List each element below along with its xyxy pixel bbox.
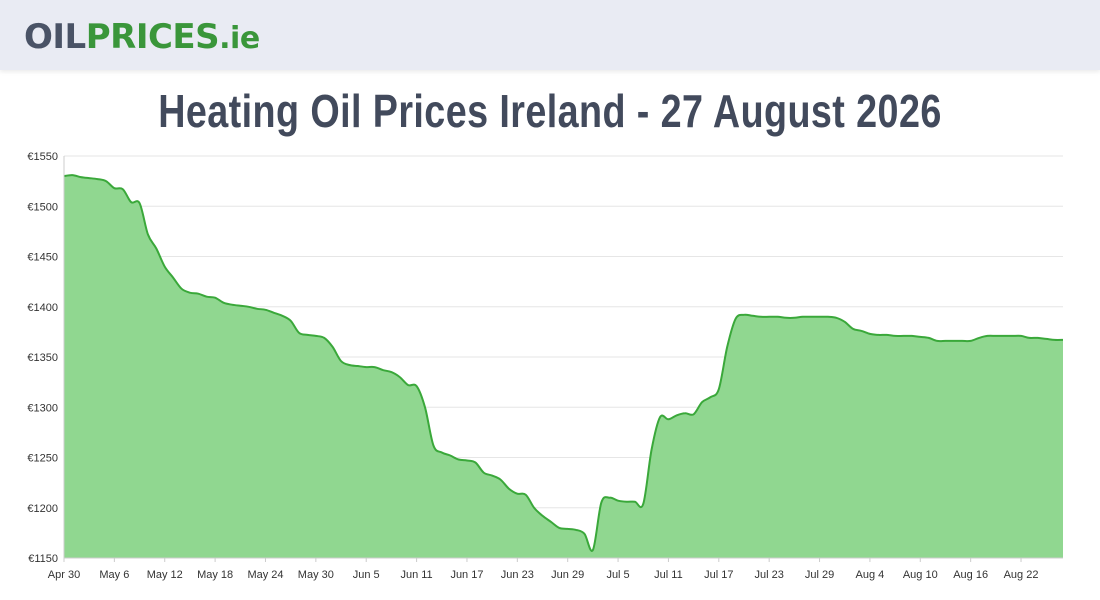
x-tick-label: Jul 23 [754,569,783,581]
x-tick-label: Jul 29 [805,569,834,581]
x-tick-label: Jun 23 [501,569,534,581]
price-line [63,174,1064,552]
x-tick-label: Jun 17 [450,569,483,581]
y-tick-label: €1200 [27,503,58,515]
area-series [63,174,1064,558]
x-tick-label: Jul 11 [654,569,683,581]
x-tick-label: Jun 29 [551,569,584,581]
y-tick-label: €1250 [27,453,58,465]
x-tick-label: May 12 [147,569,183,581]
x-tick-label: Jun 11 [400,569,432,581]
y-tick-label: €1500 [27,201,58,213]
x-tick-label: May 18 [197,569,233,581]
price-area-fill [64,175,1063,558]
x-tick-label: Jun 5 [353,569,380,581]
header-bar: OILPRICES.ie [0,0,1100,70]
logo-oil-text: OIL [24,17,86,57]
x-tick-label: Aug 22 [1004,569,1039,581]
x-axis: Apr 30 May 6 May 12 May 18 May 24 May 30 Jun 5… [48,557,1063,581]
y-tick-label: €1350 [27,352,58,364]
site-logo[interactable]: OILPRICES.ie [24,15,260,61]
y-tick-label: €1450 [27,252,58,264]
y-tick-label: €1400 [27,302,58,314]
y-tick-label: €1150 [28,553,58,565]
page-title: Heating Oil Prices Ireland - 27 August 2… [158,85,942,137]
y-axis: €1150 €1200 €1250 €1300 €1350 €1400 €1450 €1500… [27,151,65,565]
y-tick-label: €1550 [27,151,58,163]
logo-prices-text: PRICES [85,17,220,57]
x-tick-label: Aug 4 [856,569,885,581]
x-tick-label: May 24 [247,569,283,581]
x-tick-label: Jul 17 [704,569,733,581]
x-tick-label: Aug 10 [903,569,938,581]
x-tick-label: Aug 16 [953,569,988,581]
logo-domain-text: .ie [219,21,260,56]
x-tick-label: Jul 5 [606,569,629,581]
x-tick-label: May 6 [99,569,129,581]
y-tick-label: €1300 [27,402,58,414]
x-tick-label: May 30 [298,569,334,581]
x-tick-label: Apr 30 [48,569,80,581]
